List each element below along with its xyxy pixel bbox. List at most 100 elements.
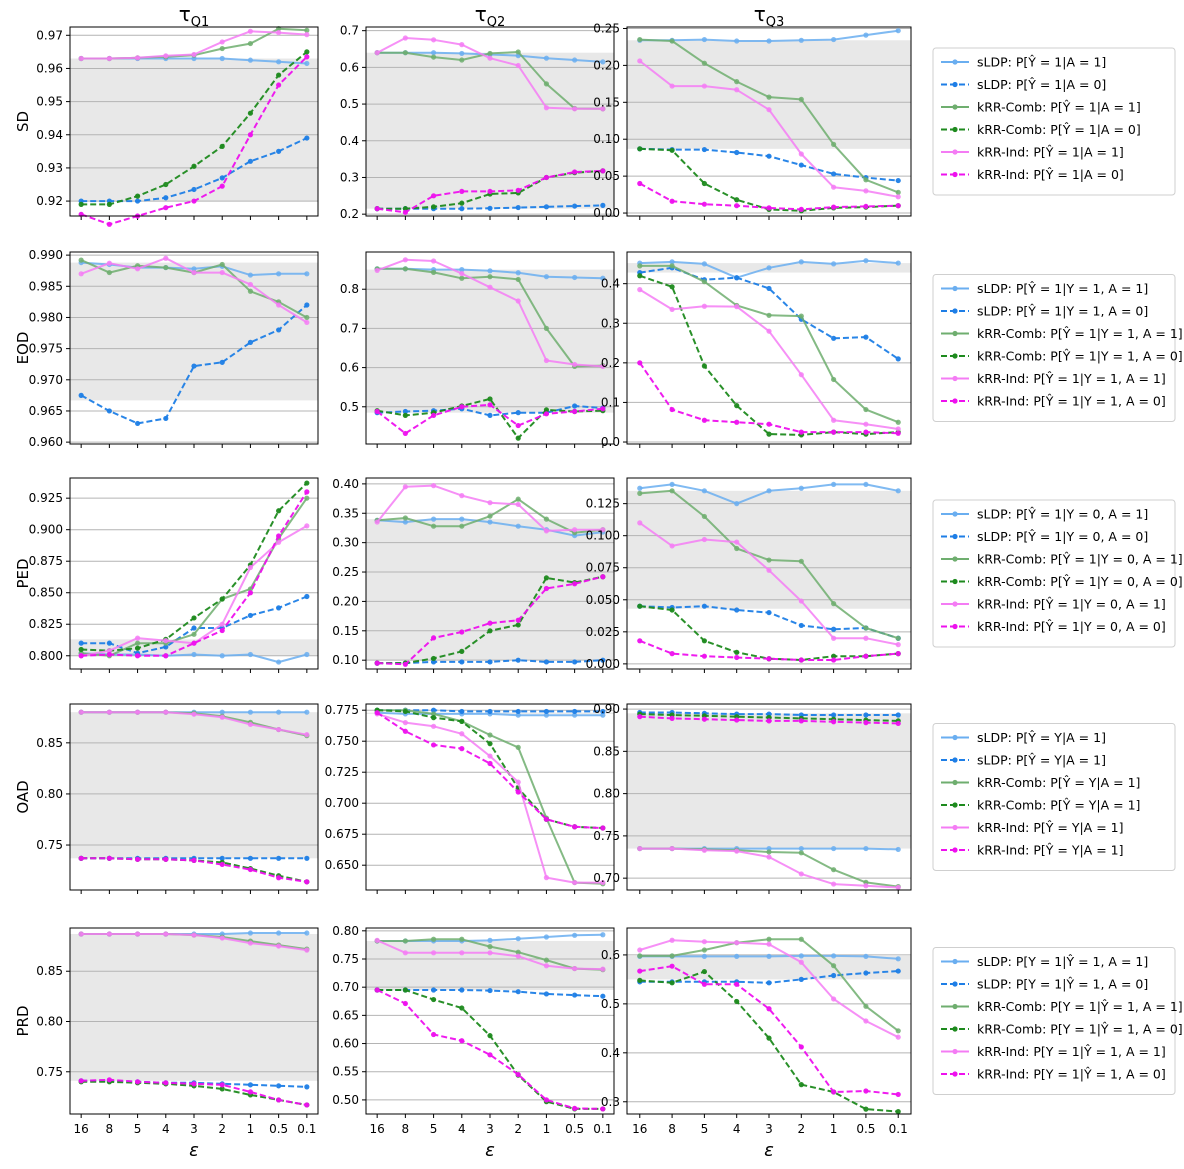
y-tick-label: 0.80 [36,787,63,801]
data-point [304,593,310,600]
data-point [798,718,804,724]
data-point [106,221,112,227]
x-tick-label: 0.1 [593,1122,612,1136]
data-point [572,712,578,718]
data-point [543,957,550,963]
data-point [572,824,578,830]
data-point [600,363,606,370]
data-point [134,653,141,659]
data-point [402,938,408,944]
data-point [247,866,254,873]
data-point [863,712,869,718]
data-point [276,1083,282,1089]
data-point [798,845,804,852]
data-point [895,651,901,657]
data-point [895,203,901,209]
data-point [78,653,84,659]
range-band [627,955,911,980]
data-point [402,950,408,956]
data-point [163,255,169,261]
data-point [798,598,804,604]
data-point [276,30,282,36]
data-point [766,107,772,113]
legend-label: kRR-Comb: P[Ŷ = 1|Y = 0, A = 0] [977,574,1183,589]
data-point [402,720,408,726]
data-point [402,412,408,418]
legend-marker [952,398,958,404]
data-point [895,1028,901,1034]
data-point [191,163,197,169]
range-band [366,269,614,413]
data-point [798,372,804,378]
data-point [766,1006,772,1012]
data-point [247,612,254,619]
plot-frame [626,927,912,1115]
data-point [572,708,578,715]
legend-eod: sLDP: P[Ŷ = 1|Y = 1, A = 1] sLDP: P[Ŷ = 1… [932,274,1183,422]
row-sd: SD0.920.930.940.950.960.970.20.30.40.50.… [14,21,1176,227]
data-point [543,55,550,61]
data-point [276,726,282,733]
data-point [734,539,740,545]
y-tick-label: 0.775 [325,703,359,717]
data-point [734,419,740,425]
legend-marker [952,171,958,178]
data-point [831,972,837,979]
y-tick-label: 0.990 [29,248,63,262]
data-point [831,376,837,383]
data-point [701,939,707,945]
data-point [798,1082,804,1088]
data-point [734,998,740,1005]
data-point [831,335,837,341]
y-tick-label: 0.50 [332,1093,359,1107]
data-point [374,206,380,212]
x-tick-label: 5 [134,1122,142,1136]
data-point [163,1080,169,1086]
data-point [487,396,493,402]
data-point [276,539,282,545]
range-band [366,519,614,661]
data-point [430,950,437,956]
data-point [669,481,675,488]
data-point [701,716,707,722]
y-tick-label: 0.5 [340,97,359,111]
y-tick-label: 0.20 [332,594,359,608]
data-point [701,60,707,66]
x-tick-label: 0.5 [565,1122,584,1136]
data-point [134,709,141,715]
data-point [572,992,578,998]
data-point [247,132,254,138]
data-point [304,314,310,321]
legend-label: sLDP: P[Y = 1|Ŷ = 1, A = 1] [977,954,1148,969]
y-tick-label: 0.15 [332,624,359,638]
y-tick-label: 0.675 [325,827,359,841]
data-point [895,194,901,200]
legend-label: kRR-Ind: P[Ŷ = Y|A = 1] [977,820,1123,835]
legend-label: kRR-Ind: P[Ŷ = 1|A = 1] [977,145,1124,160]
data-point [134,1079,141,1085]
data-point [669,963,675,969]
data-point [637,714,643,720]
data-point [134,420,141,427]
data-point [304,523,310,529]
data-point [600,168,606,174]
data-point [106,709,112,715]
x-tick-label: 4 [162,1122,170,1136]
data-point [163,53,169,59]
data-point [863,883,869,889]
data-point [543,204,550,210]
data-point [247,288,254,294]
data-point [515,936,521,942]
data-point [106,640,112,646]
data-point [515,422,521,429]
data-point [106,260,112,266]
data-point [600,106,606,112]
legend-sd: sLDP: P[Ŷ = 1|A = 1] sLDP: P[Ŷ = 1|A = 0]… [932,47,1176,196]
panel-eod-3: 0.0 0.1 0.2 0.3 0.4 [601,251,912,449]
data-point [78,931,84,937]
data-point [163,264,169,271]
data-point [134,931,141,937]
legend-marker [952,578,958,585]
data-point [374,987,380,993]
